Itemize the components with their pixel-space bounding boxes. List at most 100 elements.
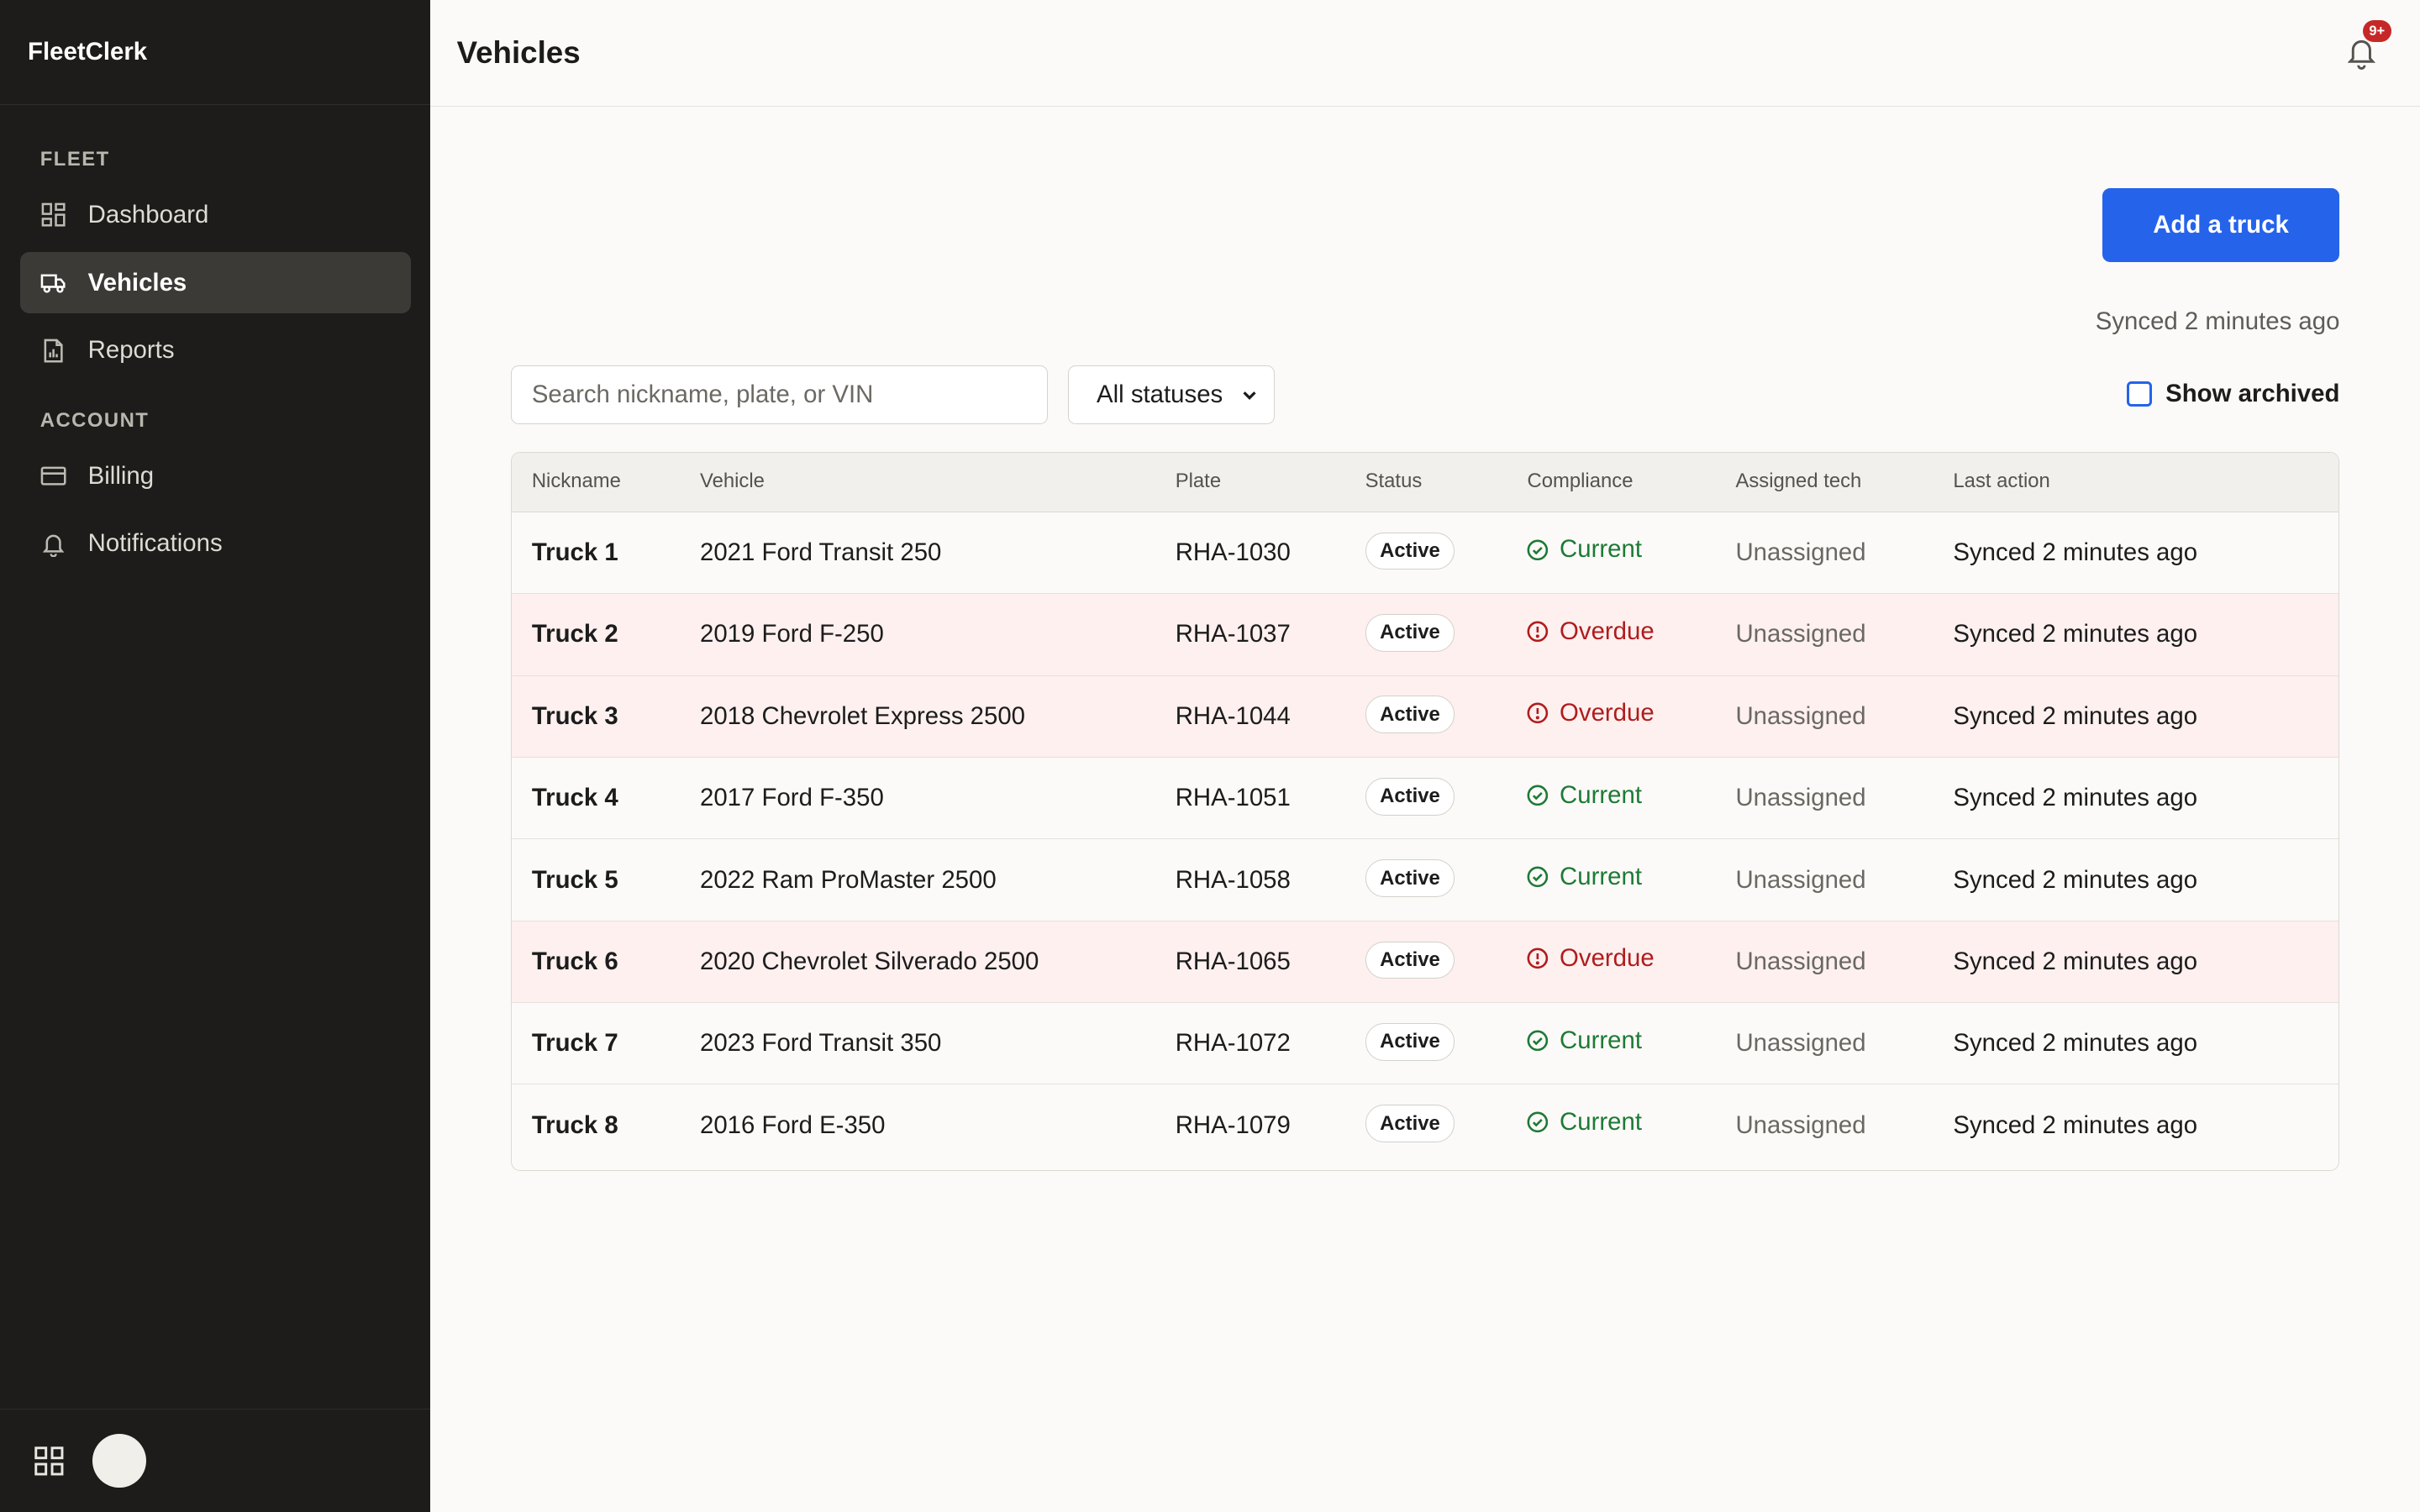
- sidebar-item-billing[interactable]: Billing: [20, 445, 411, 507]
- table-row[interactable]: Truck 4 2017 Ford F-350 RHA-1051 Active Curr…: [511, 758, 2339, 840]
- compliance-label: Overdue: [1560, 617, 1655, 645]
- show-archived-checkbox[interactable]: [2127, 381, 2152, 407]
- sidebar-footer: [0, 1408, 431, 1512]
- table-body: Truck 1 2021 Ford Transit 250 RHA-1030 Acti…: [511, 512, 2339, 1167]
- cell-last-action: Synced 2 minutes ago: [1953, 1029, 2198, 1058]
- cell-plate: RHA-1079: [1175, 1110, 1291, 1139]
- cell-nickname: Truck 7: [531, 1029, 618, 1058]
- nav-section-fleet: FLEET: [39, 148, 110, 171]
- compliance-status: Current: [1527, 781, 1642, 810]
- table-row[interactable]: Truck 7 2023 Ford Transit 350 RHA-1072 Acti…: [511, 1003, 2339, 1085]
- compliance-status: Current: [1527, 863, 1642, 891]
- cell-plate: RHA-1030: [1175, 538, 1291, 567]
- cell-plate: RHA-1065: [1175, 947, 1291, 975]
- status-pill: Active: [1365, 614, 1455, 652]
- compliance-label: Overdue: [1560, 699, 1655, 727]
- sidebar: FleetClerk FLEET Dashboard Vehicles Repo…: [0, 0, 431, 1512]
- cell-nickname: Truck 1: [531, 538, 618, 567]
- cell-assigned-tech: Unassigned: [1735, 947, 1866, 975]
- cell-plate: RHA-1037: [1175, 620, 1291, 648]
- column-header[interactable]: Compliance: [1527, 470, 1634, 493]
- table-row[interactable]: Truck 6 2020 Chevrolet Silverado 2500 RHA-…: [511, 921, 2339, 1003]
- show-archived-label: Show archived: [2165, 379, 2340, 407]
- cell-vehicle: 2022 Ram ProMaster 2500: [700, 865, 997, 894]
- cell-last-action: Synced 2 minutes ago: [1953, 1110, 2198, 1139]
- avatar[interactable]: [92, 1433, 147, 1488]
- check-circle-icon: [1528, 785, 1549, 806]
- cell-plate: RHA-1051: [1175, 784, 1291, 812]
- column-header[interactable]: Assigned tech: [1735, 470, 1862, 493]
- table-row[interactable]: Truck 2 2019 Ford F-250 RHA-1037 Active Over…: [511, 594, 2339, 676]
- cell-nickname: Truck 3: [531, 701, 618, 730]
- sidebar-item-vehicles[interactable]: Vehicles: [19, 251, 411, 314]
- truck-icon: [40, 274, 66, 293]
- brand-name: FleetClerk: [0, 0, 431, 105]
- status-pill: Active: [1365, 941, 1455, 979]
- status-filter-select[interactable]: All statuses: [1067, 365, 1276, 425]
- cell-assigned-tech: Unassigned: [1735, 865, 1866, 894]
- cell-assigned-tech: Unassigned: [1735, 538, 1866, 567]
- cell-nickname: Truck 5: [531, 865, 618, 894]
- status-badge: Active: [1365, 1105, 1455, 1142]
- search-input[interactable]: [510, 365, 1049, 425]
- status-badge: Active: [1365, 1022, 1455, 1061]
- cell-plate: RHA-1058: [1175, 865, 1291, 894]
- status-pill: Active: [1365, 859, 1455, 897]
- bell-icon: [2347, 40, 2375, 71]
- cell-last-action: Synced 2 minutes ago: [1953, 784, 2198, 812]
- sidebar-item-notifications[interactable]: Notifications: [20, 513, 411, 575]
- sidebar-item-dashboard[interactable]: Dashboard: [20, 184, 411, 245]
- compliance-label: Current: [1560, 535, 1642, 564]
- vehicles-table: Nickname Vehicle Plate Status Compliance…: [510, 452, 2340, 1172]
- table-row[interactable]: Truck 3 2018 Chevrolet Express 2500 RHA-10…: [511, 675, 2339, 758]
- column-header[interactable]: Nickname: [531, 470, 621, 493]
- chevron-down-icon: [1243, 391, 1256, 401]
- column-header[interactable]: Vehicle: [700, 470, 765, 493]
- notifications-button[interactable]: 9+: [2346, 19, 2391, 72]
- table-row[interactable]: Truck 8 2016 Ford E-350 RHA-1079 Active Curr…: [512, 1084, 2338, 1166]
- status-badge: Active: [1365, 941, 1455, 979]
- check-circle-icon: [1528, 866, 1549, 888]
- cell-vehicle: 2021 Ford Transit 250: [700, 538, 942, 567]
- status-badge: Active: [1365, 696, 1455, 734]
- status-pill: Active: [1365, 1022, 1455, 1061]
- status-badge: Active: [1365, 614, 1455, 652]
- column-header[interactable]: Status: [1365, 470, 1423, 493]
- sidebar-item-label: Vehicles: [87, 268, 187, 297]
- cell-nickname: Truck 6: [531, 947, 618, 975]
- compliance-status: Overdue: [1527, 617, 1655, 646]
- credit-card-icon: [40, 466, 66, 486]
- check-circle-icon: [1528, 1030, 1549, 1051]
- compliance-label: Current: [1560, 862, 1642, 890]
- column-header[interactable]: Last action: [1953, 470, 2050, 493]
- table-row[interactable]: Truck 5 2022 Ram ProMaster 2500 RHA-1058 Ac…: [511, 839, 2339, 921]
- apps-grid-icon[interactable]: [34, 1446, 65, 1477]
- add-truck-button[interactable]: Add a truck: [2102, 188, 2340, 263]
- top-bar: Vehicles 9+: [430, 0, 2420, 107]
- alert-circle-icon: [1528, 948, 1549, 969]
- cell-plate: RHA-1072: [1175, 1029, 1291, 1058]
- sidebar-item-label: Dashboard: [87, 200, 209, 228]
- table-row[interactable]: Truck 1 2021 Ford Transit 250 RHA-1030 Acti…: [511, 512, 2339, 595]
- show-archived-toggle[interactable]: Show archived: [2127, 380, 2339, 408]
- cell-nickname: Truck 8: [531, 1110, 618, 1139]
- sidebar-item-label: Notifications: [87, 529, 223, 558]
- compliance-label: Overdue: [1560, 944, 1655, 973]
- cell-last-action: Synced 2 minutes ago: [1953, 865, 2198, 894]
- compliance-label: Current: [1560, 1026, 1642, 1054]
- notification-badge: 9+: [2362, 19, 2391, 42]
- sidebar-item-reports[interactable]: Reports: [20, 320, 411, 381]
- check-circle-icon: [1528, 539, 1549, 560]
- sync-status: Synced 2 minutes ago: [2095, 307, 2340, 335]
- cell-vehicle: 2016 Ford E-350: [700, 1110, 886, 1139]
- cell-assigned-tech: Unassigned: [1735, 620, 1866, 648]
- compliance-label: Current: [1560, 780, 1642, 809]
- check-circle-icon: [1528, 1111, 1549, 1133]
- cell-assigned-tech: Unassigned: [1735, 784, 1866, 812]
- cell-nickname: Truck 2: [531, 620, 618, 648]
- dashboard-icon: [41, 202, 66, 227]
- cell-last-action: Synced 2 minutes ago: [1953, 947, 2198, 975]
- column-header[interactable]: Plate: [1175, 470, 1222, 493]
- cell-plate: RHA-1044: [1175, 701, 1291, 730]
- sidebar-item-label: Billing: [87, 461, 155, 490]
